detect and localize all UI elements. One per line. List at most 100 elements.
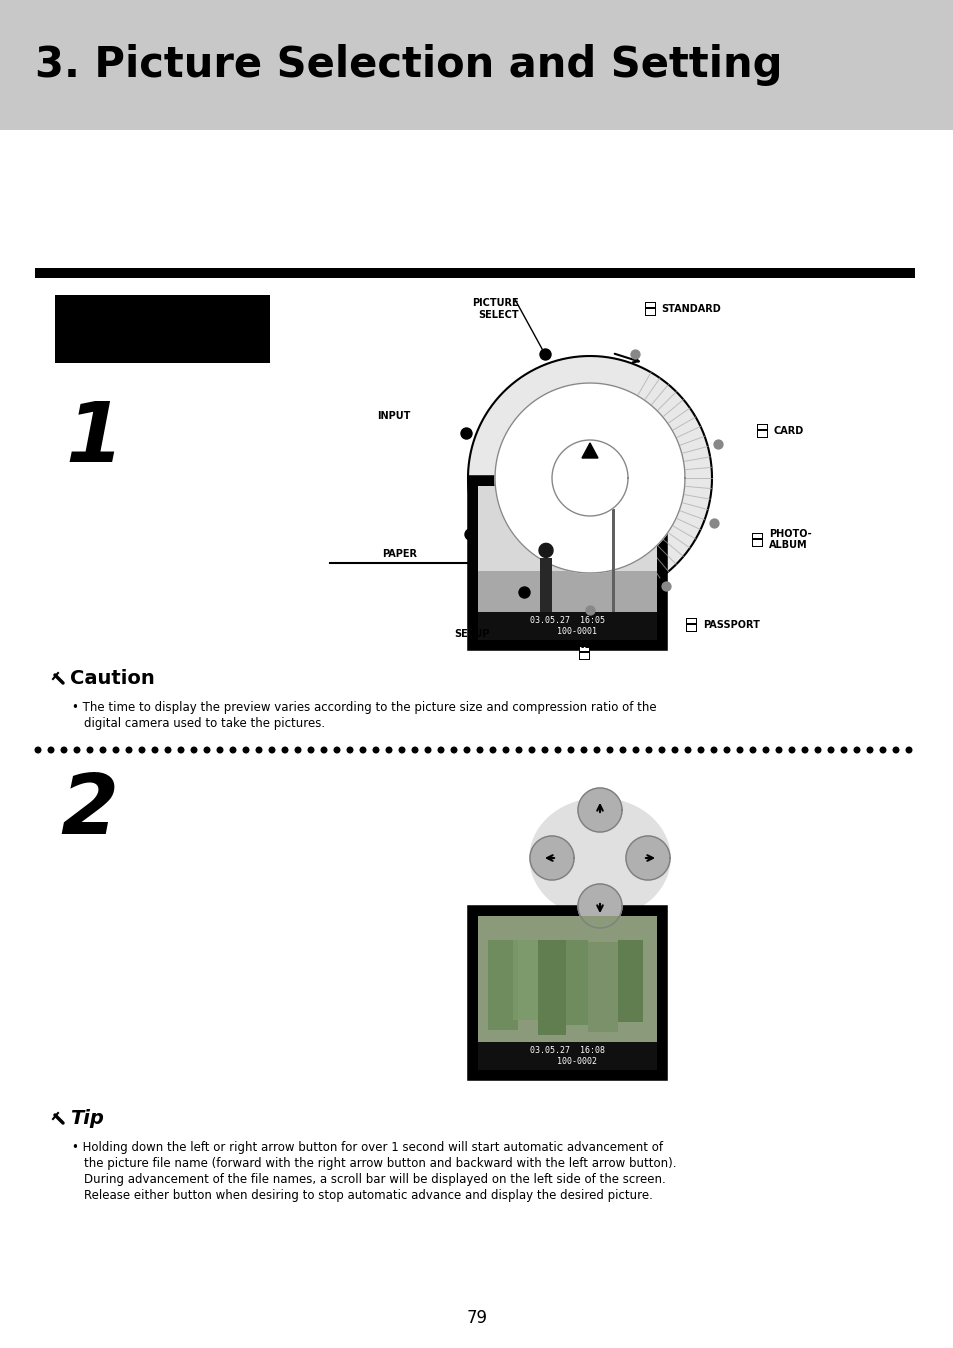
Bar <box>644 302 655 315</box>
Text: INPUT: INPUT <box>377 411 411 422</box>
Circle shape <box>334 747 339 752</box>
Circle shape <box>412 747 417 752</box>
Text: 79: 79 <box>466 1309 487 1326</box>
Circle shape <box>386 747 392 752</box>
Circle shape <box>580 747 586 752</box>
Bar <box>539 558 552 628</box>
Point <box>537 344 552 365</box>
Circle shape <box>541 747 547 752</box>
Bar <box>686 623 696 625</box>
Text: 03.05.27  16:05
    100-0001: 03.05.27 16:05 100-0001 <box>530 616 604 636</box>
Circle shape <box>737 747 742 752</box>
Point <box>709 433 724 454</box>
Circle shape <box>49 747 53 752</box>
Text: the picture file name (forward with the right arrow button and backward with the: the picture file name (forward with the … <box>84 1157 676 1170</box>
Text: Tip: Tip <box>70 1108 104 1127</box>
Circle shape <box>35 747 41 752</box>
Circle shape <box>464 747 469 752</box>
Point <box>705 512 720 534</box>
Bar <box>756 425 767 438</box>
Circle shape <box>529 747 535 752</box>
Circle shape <box>801 747 807 752</box>
Bar <box>751 532 762 546</box>
Text: During advancement of the file names, a scroll bar will be displayed on the left: During advancement of the file names, a … <box>84 1173 665 1186</box>
Polygon shape <box>495 383 684 573</box>
Bar <box>477 570 657 640</box>
Circle shape <box>113 747 119 752</box>
Circle shape <box>347 747 353 752</box>
Point <box>658 576 673 597</box>
Bar <box>565 940 587 1024</box>
Circle shape <box>126 747 132 752</box>
Bar <box>513 940 537 1020</box>
Point <box>462 523 477 545</box>
Circle shape <box>178 747 184 752</box>
Circle shape <box>606 747 612 752</box>
Circle shape <box>451 747 456 752</box>
Circle shape <box>243 747 249 752</box>
Bar <box>477 487 657 570</box>
Circle shape <box>633 747 639 752</box>
Text: 2: 2 <box>60 770 118 851</box>
Text: 03.05.27  16:08
    100-0002: 03.05.27 16:08 100-0002 <box>530 1046 604 1066</box>
Bar <box>537 940 565 1035</box>
Text: Release either button when desiring to stop automatic advance and display the de: Release either button when desiring to s… <box>84 1189 652 1202</box>
Bar <box>35 268 914 278</box>
Circle shape <box>191 747 196 752</box>
Text: SETUP: SETUP <box>454 630 490 639</box>
Bar <box>757 426 766 437</box>
Circle shape <box>360 747 365 752</box>
Polygon shape <box>530 798 669 918</box>
Bar <box>757 430 766 431</box>
Bar <box>752 538 761 539</box>
Polygon shape <box>538 543 553 557</box>
Bar <box>470 909 664 1078</box>
Circle shape <box>502 747 508 752</box>
Point <box>457 422 473 443</box>
Bar <box>579 651 588 652</box>
Circle shape <box>165 747 171 752</box>
Bar <box>470 479 664 648</box>
Point <box>516 581 531 603</box>
Circle shape <box>100 747 106 752</box>
Bar <box>686 620 696 631</box>
Polygon shape <box>578 789 621 832</box>
Circle shape <box>321 747 327 752</box>
Text: Caution: Caution <box>70 669 154 687</box>
Circle shape <box>905 747 911 752</box>
Circle shape <box>698 747 703 752</box>
Bar <box>579 647 588 659</box>
Text: digital camera used to take the pictures.: digital camera used to take the pictures… <box>84 717 325 731</box>
Point <box>627 344 642 365</box>
Circle shape <box>425 747 431 752</box>
Circle shape <box>282 747 288 752</box>
Circle shape <box>776 747 781 752</box>
Bar <box>685 619 697 632</box>
Bar <box>477 1042 657 1070</box>
Circle shape <box>516 747 521 752</box>
Bar <box>645 303 654 315</box>
Circle shape <box>762 747 768 752</box>
Polygon shape <box>468 356 711 600</box>
Text: • Holding down the left or right arrow button for over 1 second will start autom: • Holding down the left or right arrow b… <box>71 1140 662 1154</box>
Circle shape <box>710 747 716 752</box>
Bar <box>0 0 953 129</box>
Bar <box>645 307 654 309</box>
Circle shape <box>269 747 274 752</box>
Bar <box>752 534 761 546</box>
Circle shape <box>230 747 235 752</box>
Circle shape <box>788 747 794 752</box>
Circle shape <box>749 747 755 752</box>
Circle shape <box>373 747 378 752</box>
Bar <box>587 942 618 1033</box>
Text: • The time to display the preview varies according to the picture size and compr: • The time to display the preview varies… <box>71 701 656 714</box>
Circle shape <box>61 747 67 752</box>
Text: PAPER: PAPER <box>381 549 416 559</box>
Circle shape <box>87 747 92 752</box>
Circle shape <box>619 747 625 752</box>
Circle shape <box>892 747 898 752</box>
Circle shape <box>139 747 145 752</box>
Circle shape <box>437 747 443 752</box>
Bar <box>477 612 657 640</box>
Circle shape <box>723 747 729 752</box>
